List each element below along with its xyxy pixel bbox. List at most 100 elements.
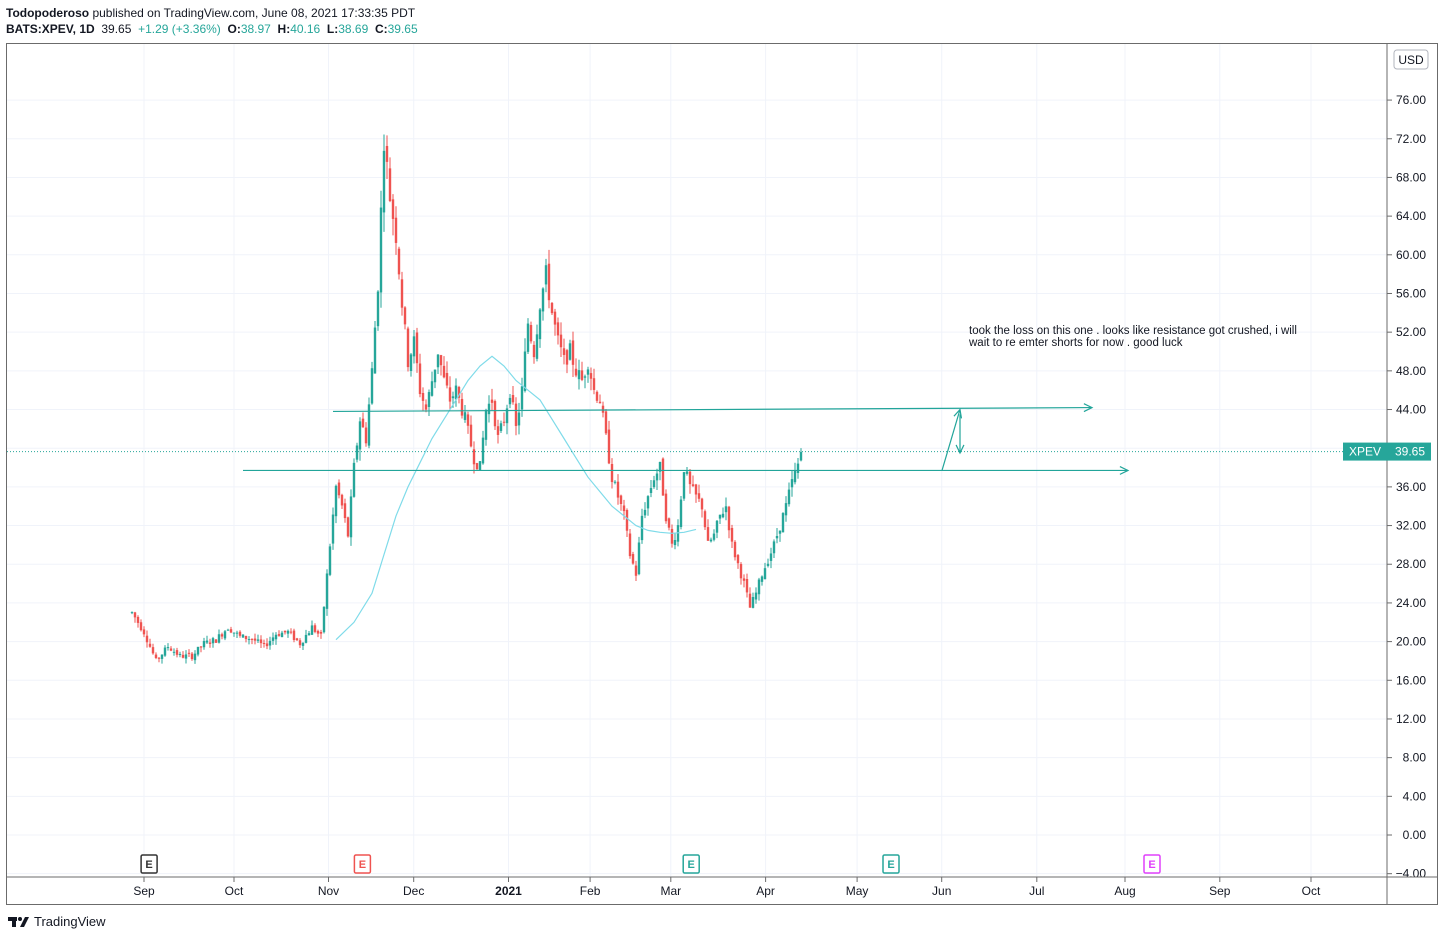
price-tag-bg xyxy=(1343,442,1431,461)
candle-body xyxy=(625,509,629,531)
candle xyxy=(145,630,149,648)
candle xyxy=(220,632,224,640)
candle-body xyxy=(400,279,404,308)
candle-body xyxy=(328,546,332,575)
candle-body xyxy=(703,511,707,528)
candle-body xyxy=(148,643,152,647)
candle xyxy=(232,632,236,637)
candle-body xyxy=(421,392,425,401)
earnings-marker[interactable]: E xyxy=(682,854,700,874)
candle-body xyxy=(418,363,422,395)
candle xyxy=(199,646,203,653)
candle xyxy=(559,322,563,357)
candle xyxy=(661,457,665,496)
candle-body xyxy=(271,637,275,641)
currency-label: USD xyxy=(1398,53,1424,67)
earnings-icon xyxy=(1143,854,1161,874)
low-value: 38.69 xyxy=(338,22,369,36)
candle-body xyxy=(253,638,257,641)
candle-body xyxy=(391,199,395,219)
candle-body xyxy=(247,639,251,641)
candle-body xyxy=(577,370,581,380)
annotation-note[interactable]: took the loss on this one . looks like r… xyxy=(968,325,1297,349)
ohlc-line: BATS:XPEV, 1D 39.65 +1.29 (+3.36%) O:38.… xyxy=(6,21,418,37)
candle xyxy=(649,480,653,498)
candle-body xyxy=(301,642,305,646)
candle xyxy=(289,628,293,635)
candle-body xyxy=(415,332,419,364)
candle xyxy=(730,524,734,549)
resistance-line[interactable] xyxy=(332,406,1093,413)
candle xyxy=(793,462,797,485)
symbol-label: BATS:XPEV, 1D xyxy=(6,22,95,36)
candle xyxy=(532,341,536,364)
earnings-marker[interactable]: E xyxy=(140,854,158,874)
x-tick-label: 2021 xyxy=(495,884,522,898)
candle-body xyxy=(433,369,437,383)
candle-body xyxy=(706,527,710,541)
candle-body xyxy=(331,514,335,544)
candle-body xyxy=(721,513,725,518)
candle-body xyxy=(532,344,536,358)
candle-body xyxy=(136,616,140,623)
candle-body xyxy=(736,555,740,564)
candle xyxy=(235,630,239,638)
candle xyxy=(490,388,494,411)
earnings-marker[interactable]: E xyxy=(353,854,372,874)
candle-body xyxy=(337,482,341,496)
candle xyxy=(757,577,761,601)
projection-arrow-up[interactable] xyxy=(941,409,961,471)
moving-average-layer xyxy=(335,355,697,641)
candle-body xyxy=(232,632,236,634)
candle-body xyxy=(436,354,440,368)
candle xyxy=(286,629,290,638)
time-axis[interactable]: Sep Oct Nov Dec 2021 Feb Mar Apr May Jun Jul Aug Sep… xyxy=(7,876,1437,898)
candle-body xyxy=(751,596,755,608)
candle xyxy=(370,361,374,405)
candle-body xyxy=(547,263,551,301)
currency-box[interactable] xyxy=(1393,49,1429,70)
y-tick-label: 20.00 xyxy=(1396,635,1426,649)
earnings-marker[interactable]: E xyxy=(882,854,900,874)
candle xyxy=(505,404,509,435)
candle-body xyxy=(490,399,494,403)
brand-footer[interactable]: TradingView xyxy=(8,914,106,929)
price-axis[interactable]: USD 76.00 72.00 68.00 64.00 60.00 56.00 52.00 4… xyxy=(1386,44,1437,904)
candle xyxy=(400,271,404,316)
published-text: published on TradingView.com, June 08, 2… xyxy=(92,6,416,20)
candle xyxy=(640,508,644,544)
earnings-icon xyxy=(682,854,700,874)
y-tick-label: 60.00 xyxy=(1396,248,1426,262)
candle-body xyxy=(559,334,563,348)
candle-body xyxy=(403,307,407,325)
candle-body xyxy=(439,355,443,366)
candle xyxy=(682,471,686,501)
earnings-marker[interactable]: E xyxy=(1143,854,1161,874)
candle-body xyxy=(142,629,146,635)
y-tick-label: 28.00 xyxy=(1396,557,1426,571)
candle-body xyxy=(667,518,671,528)
candle-body xyxy=(475,463,479,470)
candle xyxy=(754,587,758,604)
candle xyxy=(133,611,137,623)
candle-body xyxy=(748,593,752,608)
author-name[interactable]: Todopoderoso xyxy=(6,6,90,20)
candle-body xyxy=(340,494,344,506)
candle-body xyxy=(550,302,554,314)
candle-body xyxy=(388,168,392,202)
candle xyxy=(706,519,710,541)
change-text: +1.29 (+3.36%) xyxy=(138,22,221,36)
candle xyxy=(421,387,425,412)
x-tick-label: Apr xyxy=(756,884,775,898)
candle xyxy=(487,395,491,423)
candle xyxy=(592,368,596,395)
candle xyxy=(373,321,377,374)
candle-body xyxy=(322,606,326,633)
candle xyxy=(343,498,347,523)
candle-body xyxy=(730,527,734,542)
candle xyxy=(784,496,788,522)
candle xyxy=(598,394,602,404)
candle-body xyxy=(514,403,518,426)
x-tick-label: Sep xyxy=(1209,884,1231,898)
